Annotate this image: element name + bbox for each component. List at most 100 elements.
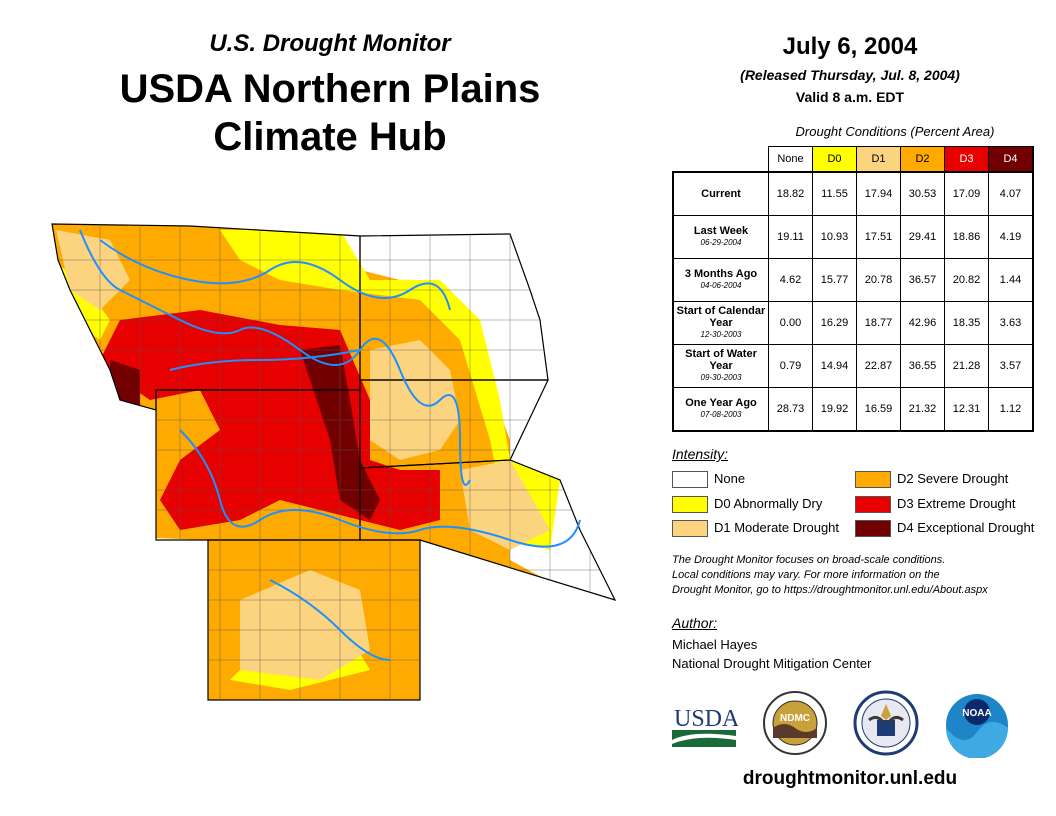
cell: 21.28 xyxy=(944,344,989,388)
note-line: The Drought Monitor focuses on broad-sca… xyxy=(672,554,946,566)
col-d3: D3 xyxy=(944,146,989,173)
noaa-logo-text: NOAA xyxy=(962,708,991,719)
cell: 17.94 xyxy=(856,171,901,216)
cell: 18.77 xyxy=(856,301,901,345)
cell: 21.32 xyxy=(900,387,945,432)
row-date: 12-30-2003 xyxy=(700,330,742,339)
river-missouri xyxy=(79,229,471,486)
table-row: Last Week 06-29-2004 19.11 10.93 17.51 29… xyxy=(672,215,1034,259)
table-caption: Drought Conditions (Percent Area) xyxy=(795,124,995,139)
table-row: Start of Calendar Year 12-30-2003 0.00 16… xyxy=(672,301,1034,345)
cell: 20.82 xyxy=(944,258,989,302)
website-link[interactable]: droughtmonitor.unl.edu xyxy=(742,768,958,789)
state-colorado xyxy=(207,539,421,701)
legend-label: D0 Abnormally Dry xyxy=(714,496,823,511)
cell: 4.19 xyxy=(988,215,1034,259)
row-label: Start of Water Year 09-30-2003 xyxy=(672,344,769,388)
row-date: 09-30-2003 xyxy=(700,373,742,382)
cell: 19.11 xyxy=(768,215,813,259)
table-row: 3 Months Ago 04-06-2004 4.62 15.77 20.78 … xyxy=(672,258,1034,302)
legend-label: D3 Extreme Drought xyxy=(897,496,1016,511)
cell: 0.79 xyxy=(768,344,813,388)
noaa-logo: NOAA xyxy=(946,694,1008,758)
page-title-line1: USDA Northern Plains xyxy=(119,67,541,111)
author-name: Michael Hayes xyxy=(672,637,758,652)
river-colorado xyxy=(269,579,391,661)
row-label: Current xyxy=(672,171,769,216)
valid-time: Valid 8 a.m. EDT xyxy=(795,89,905,105)
subtitle: U.S. Drought Monitor xyxy=(209,30,451,57)
drought-areas xyxy=(52,224,615,700)
row-label: Start of Calendar Year 12-30-2003 xyxy=(672,301,769,345)
cell: 36.55 xyxy=(900,344,945,388)
release-date: (Released Thursday, Jul. 8, 2004) xyxy=(740,67,960,83)
cell: 10.93 xyxy=(812,215,857,259)
col-d2: D2 xyxy=(900,146,945,173)
cell: 3.63 xyxy=(988,301,1034,345)
cell: 3.57 xyxy=(988,344,1034,388)
table-corner xyxy=(673,146,769,173)
usda-logo-text: USDA xyxy=(674,706,738,732)
cell: 42.96 xyxy=(900,301,945,345)
cell: 16.59 xyxy=(856,387,901,432)
rivers xyxy=(79,229,581,661)
table-row: Start of Water Year 09-30-2003 0.79 14.94… xyxy=(672,344,1034,388)
author-org: National Drought Mitigation Center xyxy=(672,656,872,671)
cell: 12.31 xyxy=(944,387,989,432)
cell: 14.94 xyxy=(812,344,857,388)
legend-swatch xyxy=(855,520,891,537)
cell: 1.12 xyxy=(988,387,1034,432)
cell: 4.07 xyxy=(988,171,1034,216)
table-header-row: None D0 D1 D2 D3 D4 xyxy=(673,146,1034,173)
disclaimer-note: The Drought Monitor focuses on broad-sca… xyxy=(672,553,1042,598)
page-title-line2: Climate Hub xyxy=(213,115,447,159)
legend-label: D2 Severe Drought xyxy=(897,471,1009,486)
cell: 0.00 xyxy=(768,301,813,345)
row-date: 06-29-2004 xyxy=(700,238,742,247)
state-montana xyxy=(51,223,361,411)
river-yellowstone xyxy=(169,349,361,371)
row-label: Last Week 06-29-2004 xyxy=(672,215,769,259)
legend-swatch xyxy=(672,520,708,537)
col-d0: D0 xyxy=(812,146,857,173)
cell: 16.29 xyxy=(812,301,857,345)
author-title: Author: xyxy=(672,615,718,631)
drought-map xyxy=(51,223,617,701)
table-row: Current 18.82 11.55 17.94 30.53 17.09 4.… xyxy=(672,171,1034,216)
cell: 4.62 xyxy=(768,258,813,302)
cell: 30.53 xyxy=(900,171,945,216)
legend-title: Intensity: xyxy=(672,446,729,462)
row-label: One Year Ago 07-08-2003 xyxy=(672,387,769,432)
ndmc-logo-text: NDMC xyxy=(780,713,810,724)
legend-swatch xyxy=(855,496,891,513)
note-line: Drought Monitor, go to https://droughtmo… xyxy=(672,584,988,596)
cell: 15.77 xyxy=(812,258,857,302)
cell: 28.73 xyxy=(768,387,813,432)
cell: 11.55 xyxy=(812,171,857,216)
legend-label: D4 Exceptional Drought xyxy=(897,520,1035,535)
row-label: 3 Months Ago 04-06-2004 xyxy=(672,258,769,302)
cell: 17.51 xyxy=(856,215,901,259)
ndmc-logo: NDMC xyxy=(763,691,827,755)
river-north xyxy=(99,239,451,311)
note-line: Local conditions may vary. For more info… xyxy=(672,569,940,581)
col-d1: D1 xyxy=(856,146,901,173)
col-none: None xyxy=(768,146,813,173)
cell: 19.92 xyxy=(812,387,857,432)
table-row: One Year Ago 07-08-2003 28.73 19.92 16.59… xyxy=(672,387,1034,432)
cell: 36.57 xyxy=(900,258,945,302)
row-date: 04-06-2004 xyxy=(700,281,742,290)
col-d4: D4 xyxy=(988,146,1034,173)
cell: 18.86 xyxy=(944,215,989,259)
cell: 29.41 xyxy=(900,215,945,259)
legend-label: D1 Moderate Drought xyxy=(714,520,840,535)
drought-conditions-table: None D0 D1 D2 D3 D4 Current 18.82 11.55 … xyxy=(672,146,1034,432)
cell: 18.82 xyxy=(768,171,813,216)
cell: 1.44 xyxy=(988,258,1034,302)
legend-label: None xyxy=(714,471,746,486)
usda-logo: USDA xyxy=(672,706,738,747)
cell: 18.35 xyxy=(944,301,989,345)
legend-swatch xyxy=(855,471,891,488)
row-date: 07-08-2003 xyxy=(700,410,742,419)
cell: 17.09 xyxy=(944,171,989,216)
